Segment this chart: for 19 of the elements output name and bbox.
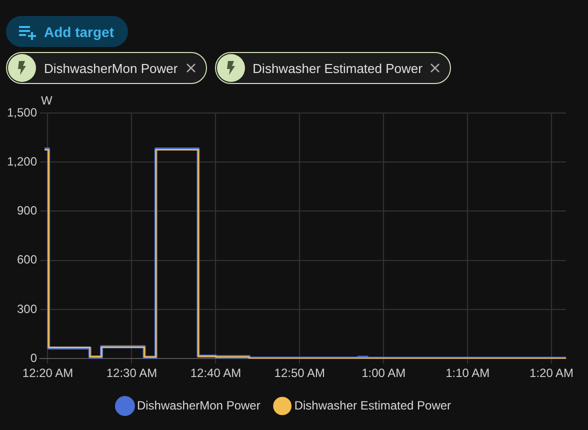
x-tick-label: 12:40 AM	[190, 366, 242, 380]
text: Dishwasher Estimated Power	[252, 60, 422, 76]
y-tick-label: 600	[17, 252, 38, 267]
y-tick-label: 300	[17, 302, 38, 316]
x-tick-label: 12:50 AM	[274, 366, 325, 380]
legend-label: DishwasherMon Power	[136, 398, 260, 412]
text: Add target	[44, 24, 114, 40]
legend-label: Dishwasher Estimated Power	[294, 398, 452, 412]
x-tick-label: 1:10 AM	[446, 366, 490, 380]
y-tick-label: 900	[17, 204, 38, 218]
y-tick-label: 1,500	[7, 105, 38, 120]
x-tick-label: 12:20 AM	[22, 366, 74, 380]
text: DishwasherMon Power	[44, 60, 178, 76]
y-tick-label: 0	[30, 350, 38, 365]
x-tick-label: 1:00 AM	[362, 366, 406, 380]
y-axis-title: W	[41, 93, 54, 108]
x-tick-label: 1:20 AM	[530, 366, 574, 380]
x-tick-label: 12:30 AM	[106, 366, 158, 380]
y-tick-label: 1,200	[7, 154, 38, 168]
